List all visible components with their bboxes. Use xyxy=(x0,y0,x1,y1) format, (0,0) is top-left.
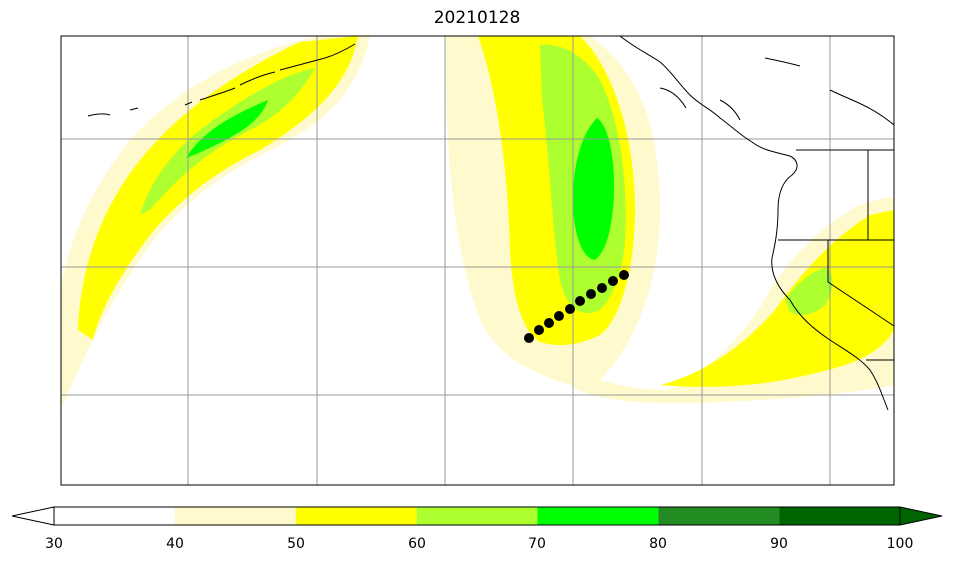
colorbar-tick-label: 30 xyxy=(45,536,63,552)
track-point xyxy=(544,318,554,328)
west-plume xyxy=(61,36,370,410)
colorbar-tick-label: 70 xyxy=(528,536,546,552)
colorbar-segment xyxy=(779,507,900,525)
track-point xyxy=(575,296,585,306)
colorbar-segments xyxy=(54,507,900,525)
coastlines xyxy=(87,36,894,411)
track-point xyxy=(608,276,618,286)
track-point xyxy=(565,304,575,314)
colorbar-tick-label: 90 xyxy=(770,536,788,552)
gridlines xyxy=(61,36,894,485)
colorbar-segment xyxy=(416,507,538,525)
colorbar-tick-label: 50 xyxy=(287,536,305,552)
colorbar xyxy=(11,506,943,526)
colorbar-segment xyxy=(54,507,175,525)
track-point xyxy=(619,270,629,280)
colorbar-extend-max xyxy=(899,506,943,526)
colorbar-tick-label: 80 xyxy=(649,536,667,552)
track-points xyxy=(524,270,629,343)
colorbar-segment xyxy=(537,507,659,525)
track-point xyxy=(524,333,534,343)
track-point xyxy=(586,289,596,299)
map-area xyxy=(61,36,894,485)
colorbar-tick-label: 100 xyxy=(886,536,914,552)
map-title: 20210128 xyxy=(433,8,521,28)
colorbar-segment xyxy=(658,507,780,525)
colorbar-segment xyxy=(295,507,417,525)
colorbar-tick-label: 40 xyxy=(166,536,184,552)
colorbar-extend-min xyxy=(11,506,55,526)
map-frame xyxy=(60,35,895,486)
colorbar-segment xyxy=(174,507,296,525)
colorbar-tick-label: 60 xyxy=(408,536,426,552)
track-point xyxy=(534,325,544,335)
track-point xyxy=(554,311,564,321)
east-plume xyxy=(660,197,894,394)
track-point xyxy=(597,283,607,293)
